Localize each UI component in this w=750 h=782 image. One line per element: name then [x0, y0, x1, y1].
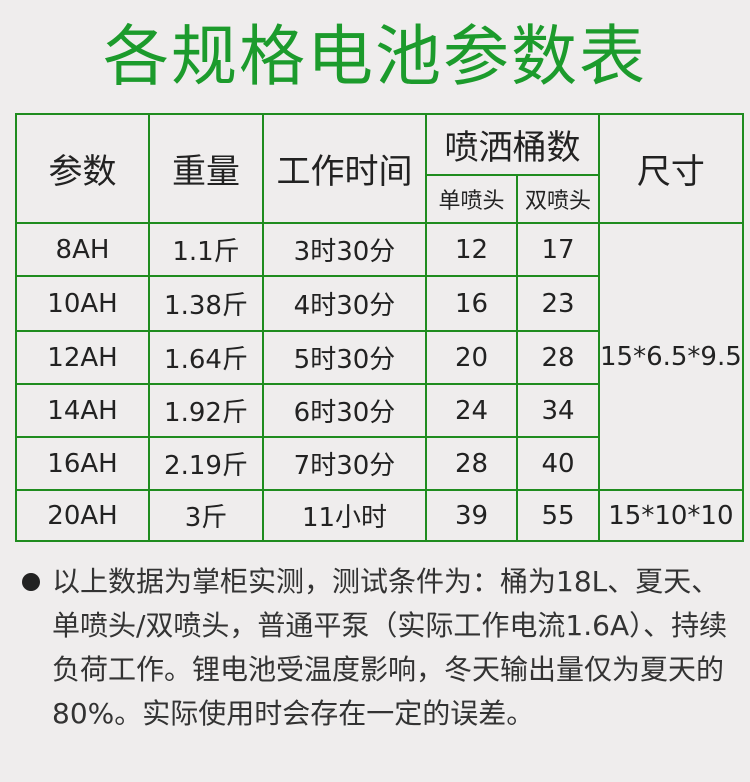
header-single: 单喷头	[425, 174, 518, 224]
cell-param: 20AH	[15, 489, 150, 542]
cell-double: 28	[516, 330, 600, 385]
table-row: 12AH 1.64斤 5时30分 20 28	[15, 330, 743, 385]
cell-param: 8AH	[15, 222, 150, 277]
header-weight: 重量	[148, 113, 264, 224]
note: 以上数据为掌柜实测，测试条件为：桶为18L、夏天、单喷头/双喷头，普通平泵（实际…	[20, 560, 740, 736]
cell-time: 5时30分	[262, 330, 427, 385]
header-param: 参数	[15, 113, 150, 224]
cell-param: 12AH	[15, 330, 150, 385]
cell-size-group: 15*6.5*9.5	[598, 222, 744, 491]
header-size: 尺寸	[598, 113, 744, 224]
cell-single: 16	[425, 275, 518, 332]
cell-single: 28	[425, 436, 518, 491]
cell-single: 24	[425, 383, 518, 438]
cell-weight: 1.64斤	[148, 330, 264, 385]
cell-param: 16AH	[15, 436, 150, 491]
note-text: 以上数据为掌柜实测，测试条件为：桶为18L、夏天、单喷头/双喷头，普通平泵（实际…	[52, 565, 728, 730]
cell-time: 3时30分	[262, 222, 427, 277]
cell-time: 7时30分	[262, 436, 427, 491]
page-title: 各规格电池参数表	[103, 18, 647, 95]
header-work-time: 工作时间	[262, 113, 427, 224]
cell-double: 34	[516, 383, 600, 438]
table-row: 14AH 1.92斤 6时30分 24 34	[15, 383, 743, 438]
cell-single: 20	[425, 330, 518, 385]
cell-param: 14AH	[15, 383, 150, 438]
cell-double: 55	[516, 489, 600, 542]
table-row: 20AH 3斤 11小时 39 55 15*10*10	[15, 489, 744, 542]
header-buckets: 喷洒桶数	[425, 113, 600, 176]
cell-single: 39	[425, 489, 518, 542]
cell-weight: 1.38斤	[148, 275, 264, 332]
table-row: 8AH 1.1斤 3时30分 12 17 15*6.5*9.5	[15, 222, 744, 491]
table-row: 16AH 2.19斤 7时30分 28 40	[15, 436, 743, 491]
battery-spec-table: 参数 重量 工作时间 喷洒桶数 尺寸 单喷头 双喷头 8AH 1.1斤 3时30分 1…	[15, 113, 744, 542]
header-double: 双喷头	[516, 174, 600, 224]
cell-weight: 2.19斤	[148, 436, 264, 491]
cell-weight: 1.92斤	[148, 383, 264, 438]
cell-time: 11小时	[262, 489, 427, 542]
table-row: 10AH 1.38斤 4时30分 16 23	[15, 275, 743, 332]
cell-size: 15*10*10	[598, 489, 744, 542]
cell-time: 6时30分	[262, 383, 427, 438]
cell-weight: 1.1斤	[148, 222, 264, 277]
cell-time: 4时30分	[262, 275, 427, 332]
bullet-icon	[22, 573, 40, 591]
cell-weight: 3斤	[148, 489, 264, 542]
cell-double: 23	[516, 275, 600, 332]
cell-double: 40	[516, 436, 600, 491]
cell-param: 10AH	[15, 275, 150, 332]
cell-single: 12	[425, 222, 518, 277]
cell-double: 17	[516, 222, 600, 277]
